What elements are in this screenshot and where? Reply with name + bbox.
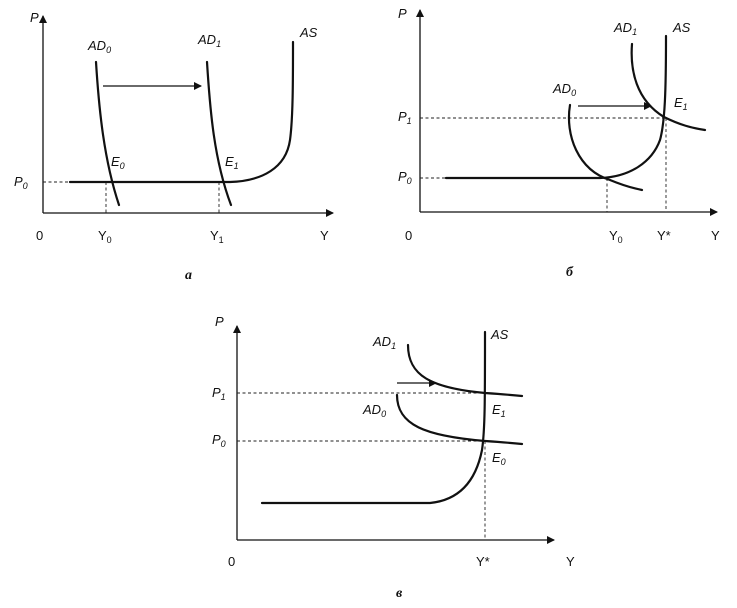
panel-a-caption: а xyxy=(185,268,192,283)
panel-b-ad0-label: AD0 xyxy=(552,81,576,98)
panel-a-ad1-curve xyxy=(205,60,233,207)
panel-a-ad0-curve xyxy=(94,60,121,207)
panel-a-as-label: AS xyxy=(299,25,318,40)
panel-c-e1-label: E1 xyxy=(492,402,506,419)
panel-c-as-curve xyxy=(260,330,487,505)
panel-b-caption: б xyxy=(566,265,574,280)
panel-b-e1-label: E1 xyxy=(674,95,688,112)
panel-c-as-label: AS xyxy=(490,327,509,342)
panel-a-y0-label: Y0 xyxy=(98,228,112,245)
panel-b-ad0-curve xyxy=(567,103,644,192)
panel-b-axis-p-label: P xyxy=(398,6,407,21)
panel-b-as-label: AS xyxy=(672,20,691,35)
panel-b-as-curve xyxy=(444,34,668,180)
panel-a: P Y 0 AD0 AD1 AS E0 E1 P0 Y0 Y1 а xyxy=(14,10,334,283)
panel-b-ad1-curve xyxy=(630,42,707,132)
panel-a-p0-label: P0 xyxy=(14,174,28,191)
panel-a-e0-label: E0 xyxy=(111,154,125,171)
panel-b-origin-label: 0 xyxy=(405,228,412,243)
panel-b-axis-y-label: Y xyxy=(711,228,720,243)
panel-b: P Y 0 AD0 AD1 AS E1 P1 P0 Y0 Y* б xyxy=(398,6,720,280)
panel-c-ystar-label: Y* xyxy=(476,554,490,569)
panel-b-ystar-label: Y* xyxy=(657,228,671,243)
panel-c-p1-label: P1 xyxy=(212,385,226,402)
panel-c: P Y 0 AD1 AD0 AS E1 E0 P1 P0 Y* в xyxy=(212,314,575,601)
panel-c-ad1-curve xyxy=(406,343,524,398)
panel-c-ad0-label: AD0 xyxy=(362,402,386,419)
panel-b-p1-label: P1 xyxy=(398,109,412,126)
panel-a-ad1-label: AD1 xyxy=(197,32,221,49)
panel-c-axis-p-label: P xyxy=(215,314,224,329)
panel-c-caption: в xyxy=(396,586,403,601)
panel-a-axis-y-label: Y xyxy=(320,228,329,243)
panel-c-ad1-label: AD1 xyxy=(372,334,396,351)
panel-a-y1-label: Y1 xyxy=(210,228,224,245)
panel-c-axis-y-label: Y xyxy=(566,554,575,569)
panel-b-p0-label: P0 xyxy=(398,169,412,186)
panel-b-ad1-label: AD1 xyxy=(613,20,637,37)
panel-a-axis-p-label: P xyxy=(30,10,39,25)
panel-c-origin-label: 0 xyxy=(228,554,235,569)
panel-c-p0-label: P0 xyxy=(212,432,226,449)
panel-a-as-curve xyxy=(68,40,295,184)
panel-a-origin-label: 0 xyxy=(36,228,43,243)
panel-c-ad0-curve xyxy=(395,393,524,446)
panel-a-e1-label: E1 xyxy=(225,154,239,171)
panel-c-e0-label: E0 xyxy=(492,450,506,467)
panel-b-y0-label: Y0 xyxy=(609,228,623,245)
panel-a-ad0-label: AD0 xyxy=(87,38,111,55)
